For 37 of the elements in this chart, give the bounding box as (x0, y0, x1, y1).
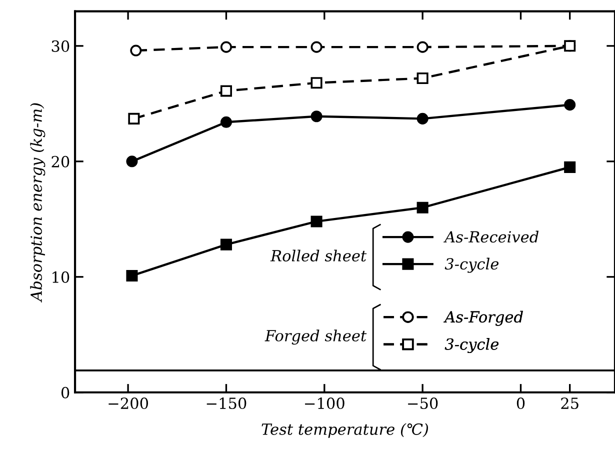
point (416, 41, 428, 53)
y-axis-title: Absorption energy (kg-m) (30, 103, 46, 302)
y-tick-label: 0 (61, 386, 70, 398)
y-tick-label: 20 (52, 156, 70, 168)
point (416, 72, 428, 84)
x-tick-label: −50 (408, 398, 438, 410)
point (220, 116, 232, 128)
legend-label: 3-cycle (444, 258, 499, 273)
point (564, 99, 576, 111)
x-tick-label: −150 (206, 398, 246, 410)
point (564, 161, 576, 173)
point (564, 40, 576, 52)
x-tick-label: 25 (561, 398, 578, 410)
annotation: Rolled sheet (270, 250, 367, 262)
legend-label: 3-cycle (444, 338, 499, 354)
point (310, 216, 322, 228)
y-tick-label: 10 (52, 271, 70, 283)
y-tick-label: 30 (52, 40, 70, 52)
point (130, 44, 142, 56)
point (416, 112, 428, 124)
point (220, 85, 232, 97)
point (310, 41, 322, 53)
x-tick-label: −200 (108, 398, 148, 410)
x-axis-title: Test temperature (℃) (262, 423, 428, 438)
point (126, 270, 138, 282)
annotation: Forged sheet (264, 330, 367, 345)
point (416, 202, 428, 214)
point (310, 110, 322, 122)
point (128, 112, 140, 124)
point (310, 77, 322, 89)
x-tick-label: −100 (305, 398, 344, 410)
point (220, 238, 232, 250)
point (126, 156, 138, 168)
legend-label: As-Received (443, 230, 539, 243)
x-tick-label: 0 (516, 398, 525, 410)
point (220, 41, 232, 53)
legend-label: As-Forged (443, 310, 523, 326)
